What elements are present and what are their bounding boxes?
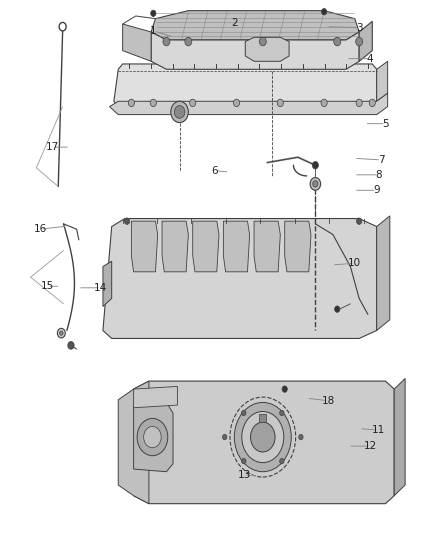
Circle shape <box>128 99 134 107</box>
Text: 9: 9 <box>373 185 380 195</box>
Circle shape <box>369 99 375 107</box>
Text: 13: 13 <box>238 471 251 480</box>
Polygon shape <box>394 378 405 496</box>
Polygon shape <box>245 37 289 61</box>
Text: 18: 18 <box>322 396 335 406</box>
Circle shape <box>185 37 192 46</box>
Text: 7: 7 <box>378 155 385 165</box>
Circle shape <box>310 177 321 190</box>
Text: 6: 6 <box>211 166 218 175</box>
Text: 8: 8 <box>375 170 382 180</box>
Text: 4: 4 <box>367 54 374 63</box>
Polygon shape <box>118 381 149 504</box>
Polygon shape <box>377 216 390 330</box>
Circle shape <box>60 331 63 335</box>
Circle shape <box>259 37 266 46</box>
Polygon shape <box>254 221 280 272</box>
Polygon shape <box>162 221 188 272</box>
Polygon shape <box>359 21 372 61</box>
Polygon shape <box>134 402 173 472</box>
Text: 5: 5 <box>382 119 389 128</box>
Circle shape <box>242 410 246 416</box>
Circle shape <box>174 106 185 118</box>
Circle shape <box>282 386 287 392</box>
Circle shape <box>163 37 170 46</box>
Circle shape <box>68 342 74 349</box>
Polygon shape <box>151 11 359 40</box>
Circle shape <box>233 99 240 107</box>
Polygon shape <box>223 221 250 272</box>
Circle shape <box>312 161 318 169</box>
Text: 12: 12 <box>364 441 377 451</box>
Polygon shape <box>131 221 158 272</box>
Text: 16: 16 <box>34 224 47 234</box>
Circle shape <box>321 99 327 107</box>
Polygon shape <box>134 381 394 504</box>
Text: 14: 14 <box>94 283 107 293</box>
Circle shape <box>151 10 156 17</box>
Circle shape <box>59 22 66 31</box>
Polygon shape <box>259 414 266 422</box>
Text: 3: 3 <box>356 23 363 33</box>
Circle shape <box>150 99 156 107</box>
Polygon shape <box>151 32 359 69</box>
Circle shape <box>190 99 196 107</box>
Polygon shape <box>193 221 219 272</box>
Circle shape <box>279 458 284 464</box>
Circle shape <box>357 218 362 224</box>
Circle shape <box>335 306 340 312</box>
Polygon shape <box>285 221 311 272</box>
Polygon shape <box>134 386 177 408</box>
Polygon shape <box>103 261 112 306</box>
Circle shape <box>57 328 65 338</box>
Polygon shape <box>123 24 151 61</box>
Circle shape <box>144 426 161 448</box>
Circle shape <box>251 422 275 452</box>
Circle shape <box>299 434 303 440</box>
Circle shape <box>242 411 284 463</box>
Circle shape <box>234 402 291 472</box>
Text: 15: 15 <box>41 281 54 291</box>
Circle shape <box>242 458 246 464</box>
Text: 11: 11 <box>372 425 385 435</box>
Circle shape <box>313 181 318 187</box>
Text: 2: 2 <box>231 18 238 28</box>
Circle shape <box>334 37 341 46</box>
Circle shape <box>223 434 227 440</box>
Polygon shape <box>114 64 377 107</box>
Circle shape <box>356 99 362 107</box>
Circle shape <box>279 410 284 416</box>
Polygon shape <box>377 61 388 101</box>
Polygon shape <box>110 93 388 115</box>
Circle shape <box>124 218 130 224</box>
Circle shape <box>277 99 283 107</box>
Circle shape <box>137 418 168 456</box>
Text: 1: 1 <box>150 26 157 36</box>
Circle shape <box>171 101 188 123</box>
Polygon shape <box>103 219 377 338</box>
Circle shape <box>356 37 363 46</box>
Text: 17: 17 <box>46 142 59 152</box>
Text: 10: 10 <box>348 259 361 268</box>
Circle shape <box>321 9 327 15</box>
